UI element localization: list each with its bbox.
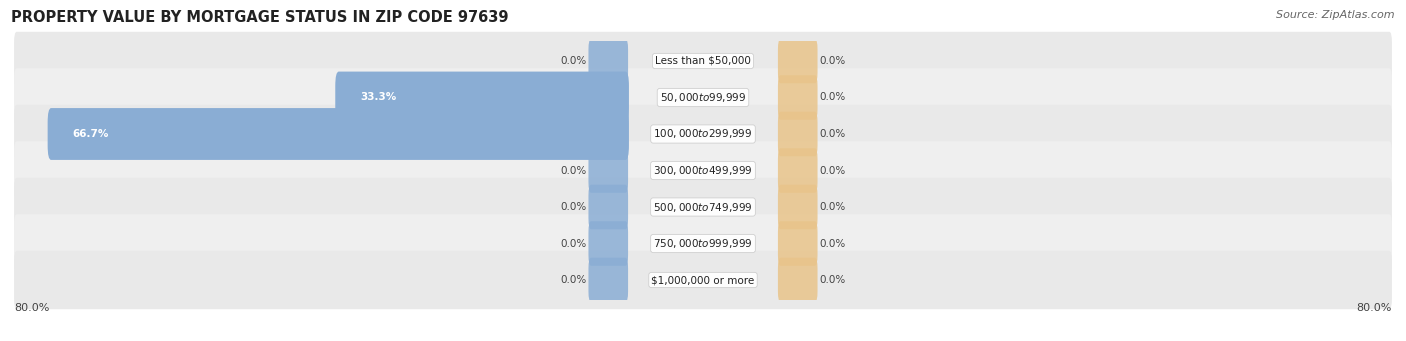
FancyBboxPatch shape — [778, 148, 817, 193]
FancyBboxPatch shape — [589, 221, 628, 266]
FancyBboxPatch shape — [589, 185, 628, 229]
Text: 0.0%: 0.0% — [820, 202, 845, 212]
FancyBboxPatch shape — [778, 221, 817, 266]
Text: $300,000 to $499,999: $300,000 to $499,999 — [654, 164, 752, 177]
FancyBboxPatch shape — [778, 258, 817, 302]
FancyBboxPatch shape — [589, 39, 628, 83]
Text: $50,000 to $99,999: $50,000 to $99,999 — [659, 91, 747, 104]
FancyBboxPatch shape — [14, 251, 1392, 309]
Text: 0.0%: 0.0% — [820, 56, 845, 66]
FancyBboxPatch shape — [778, 112, 817, 156]
FancyBboxPatch shape — [14, 141, 1392, 200]
Text: 0.0%: 0.0% — [820, 238, 845, 249]
Text: $500,000 to $749,999: $500,000 to $749,999 — [654, 201, 752, 213]
Text: 66.7%: 66.7% — [73, 129, 110, 139]
FancyBboxPatch shape — [778, 185, 817, 229]
FancyBboxPatch shape — [14, 178, 1392, 236]
Text: 80.0%: 80.0% — [14, 302, 49, 313]
Text: $1,000,000 or more: $1,000,000 or more — [651, 275, 755, 285]
FancyBboxPatch shape — [335, 72, 628, 123]
FancyBboxPatch shape — [48, 108, 628, 160]
Text: Source: ZipAtlas.com: Source: ZipAtlas.com — [1277, 10, 1395, 20]
Text: Less than $50,000: Less than $50,000 — [655, 56, 751, 66]
Text: $750,000 to $999,999: $750,000 to $999,999 — [654, 237, 752, 250]
Text: 0.0%: 0.0% — [820, 275, 845, 285]
Text: $100,000 to $299,999: $100,000 to $299,999 — [654, 128, 752, 140]
FancyBboxPatch shape — [778, 39, 817, 83]
FancyBboxPatch shape — [589, 148, 628, 193]
Text: 0.0%: 0.0% — [561, 56, 586, 66]
FancyBboxPatch shape — [14, 105, 1392, 163]
FancyBboxPatch shape — [14, 214, 1392, 273]
FancyBboxPatch shape — [14, 32, 1392, 90]
FancyBboxPatch shape — [589, 258, 628, 302]
FancyBboxPatch shape — [778, 75, 817, 120]
Text: 0.0%: 0.0% — [561, 238, 586, 249]
Text: 33.3%: 33.3% — [360, 92, 396, 103]
Text: PROPERTY VALUE BY MORTGAGE STATUS IN ZIP CODE 97639: PROPERTY VALUE BY MORTGAGE STATUS IN ZIP… — [11, 10, 509, 25]
Text: 80.0%: 80.0% — [1357, 302, 1392, 313]
Text: 0.0%: 0.0% — [820, 129, 845, 139]
Text: 0.0%: 0.0% — [561, 165, 586, 176]
Text: 0.0%: 0.0% — [561, 275, 586, 285]
FancyBboxPatch shape — [14, 68, 1392, 127]
Text: 0.0%: 0.0% — [820, 165, 845, 176]
Text: 0.0%: 0.0% — [820, 92, 845, 103]
Text: 0.0%: 0.0% — [561, 202, 586, 212]
